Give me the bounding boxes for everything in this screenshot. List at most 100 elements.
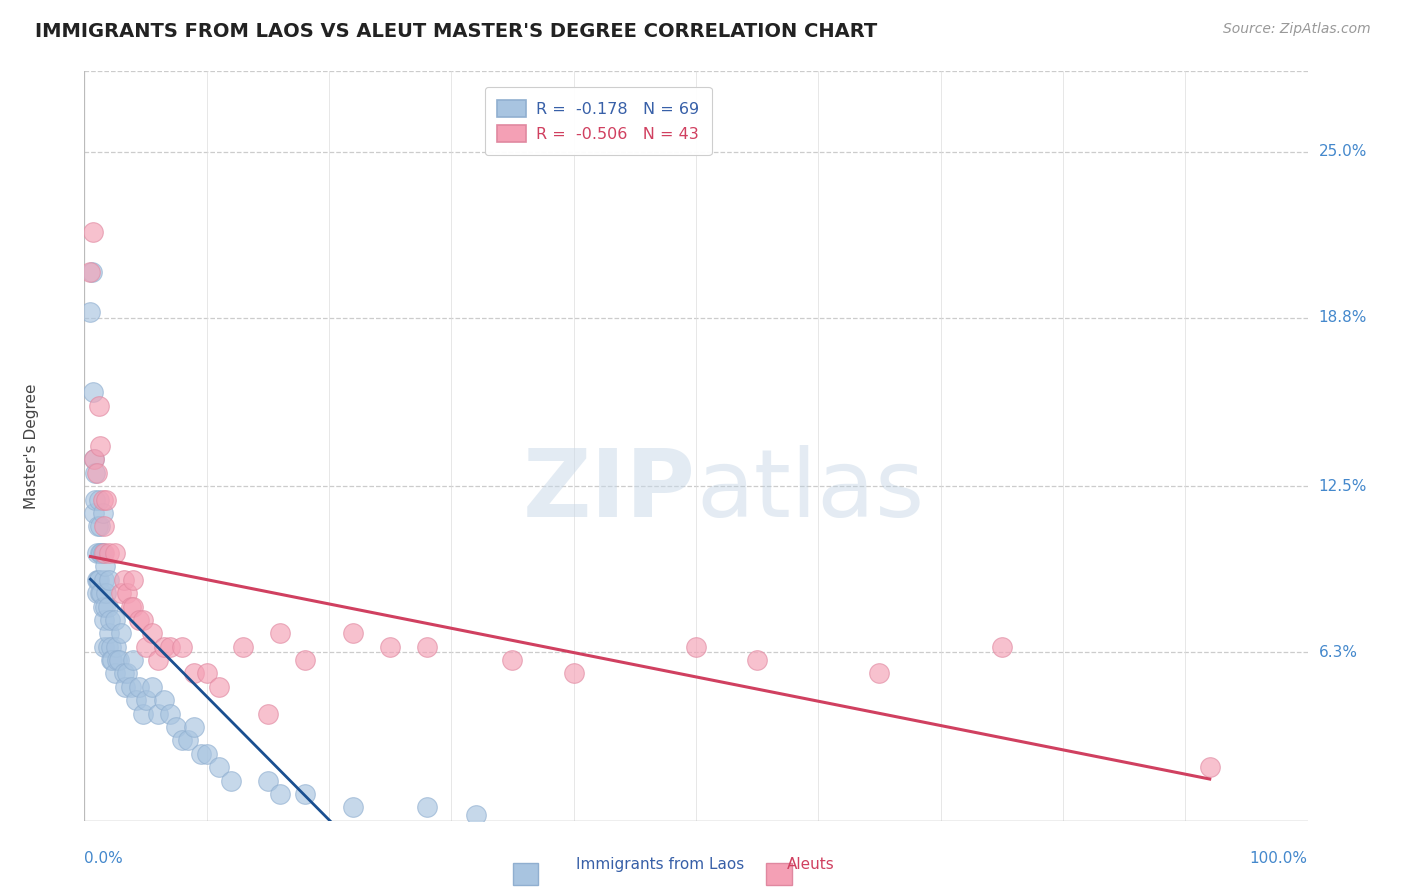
Point [96, 492, 118, 507]
Point [869, 666, 891, 681]
Point [172, 640, 194, 654]
Point [93, 546, 115, 560]
Point [115, 586, 138, 600]
Point [79, 265, 101, 279]
Point [98, 613, 121, 627]
Point [122, 599, 145, 614]
Point [146, 653, 169, 667]
Point [91, 492, 114, 507]
Point [183, 666, 205, 681]
Point [86, 466, 108, 480]
Point [502, 653, 524, 667]
Point [132, 706, 155, 721]
Point [128, 613, 150, 627]
Point [87, 519, 110, 533]
Point [90, 546, 112, 560]
Text: Master's Degree: Master's Degree [24, 384, 39, 508]
Point [122, 653, 145, 667]
Point [100, 640, 122, 654]
Point [91, 506, 114, 520]
Point [122, 573, 145, 587]
Text: Aleuts: Aleuts [787, 857, 835, 872]
Point [257, 706, 280, 721]
Point [294, 787, 316, 801]
Point [562, 666, 585, 681]
Point [416, 640, 439, 654]
Text: ZIP: ZIP [523, 445, 696, 537]
Point [93, 573, 115, 587]
Point [125, 693, 148, 707]
Point [190, 747, 212, 761]
Point [105, 653, 128, 667]
Point [94, 599, 117, 614]
Text: 18.8%: 18.8% [1319, 310, 1367, 325]
Text: 0.0%: 0.0% [84, 851, 124, 866]
Text: 100.0%: 100.0% [1250, 851, 1308, 866]
Point [94, 559, 117, 574]
Point [208, 680, 231, 694]
Point [93, 640, 115, 654]
Point [86, 546, 108, 560]
Text: 6.3%: 6.3% [1319, 645, 1358, 659]
Point [87, 492, 110, 507]
Point [97, 546, 120, 560]
Point [257, 773, 280, 788]
Point [104, 546, 127, 560]
Point [107, 653, 129, 667]
Point [89, 519, 111, 533]
Point [269, 626, 291, 640]
Point [120, 680, 142, 694]
Point [165, 720, 187, 734]
Point [89, 439, 111, 453]
Point [208, 760, 231, 774]
Point [97, 573, 120, 587]
Point [685, 640, 707, 654]
Point [146, 706, 169, 721]
Point [83, 506, 105, 520]
Point [991, 640, 1014, 654]
Point [135, 640, 157, 654]
Text: Immigrants from Laos: Immigrants from Laos [576, 857, 745, 872]
Text: Source: ZipAtlas.com: Source: ZipAtlas.com [1223, 22, 1371, 37]
Point [135, 693, 157, 707]
Point [100, 653, 122, 667]
Point [83, 452, 105, 467]
Point [86, 586, 108, 600]
Point [195, 747, 218, 761]
Point [132, 613, 155, 627]
Point [342, 800, 364, 814]
Point [89, 546, 111, 560]
Point [141, 626, 163, 640]
Point [91, 599, 114, 614]
Point [97, 599, 120, 614]
Point [87, 399, 110, 413]
Point [153, 640, 176, 654]
Point [464, 808, 486, 822]
Point [177, 733, 200, 747]
Point [93, 519, 115, 533]
Point [84, 466, 107, 480]
Point [120, 599, 142, 614]
Point [232, 640, 254, 654]
Text: 25.0%: 25.0% [1319, 145, 1367, 159]
Point [89, 586, 111, 600]
Point [83, 452, 105, 467]
Point [110, 626, 132, 640]
Point [97, 626, 120, 640]
Point [128, 680, 150, 694]
Point [159, 706, 181, 721]
Legend: R =  -0.178   N = 69, R =  -0.506   N = 43: R = -0.178 N = 69, R = -0.506 N = 43 [485, 87, 711, 155]
Point [141, 680, 163, 694]
Point [80, 265, 103, 279]
Point [294, 653, 316, 667]
Point [416, 800, 439, 814]
Point [96, 586, 118, 600]
Point [82, 225, 104, 239]
Point [269, 787, 291, 801]
Point [104, 613, 127, 627]
Point [219, 773, 242, 788]
Point [153, 693, 176, 707]
Text: IMMIGRANTS FROM LAOS VS ALEUT MASTER'S DEGREE CORRELATION CHART: IMMIGRANTS FROM LAOS VS ALEUT MASTER'S D… [35, 22, 877, 41]
Point [115, 666, 138, 681]
Point [195, 666, 218, 681]
